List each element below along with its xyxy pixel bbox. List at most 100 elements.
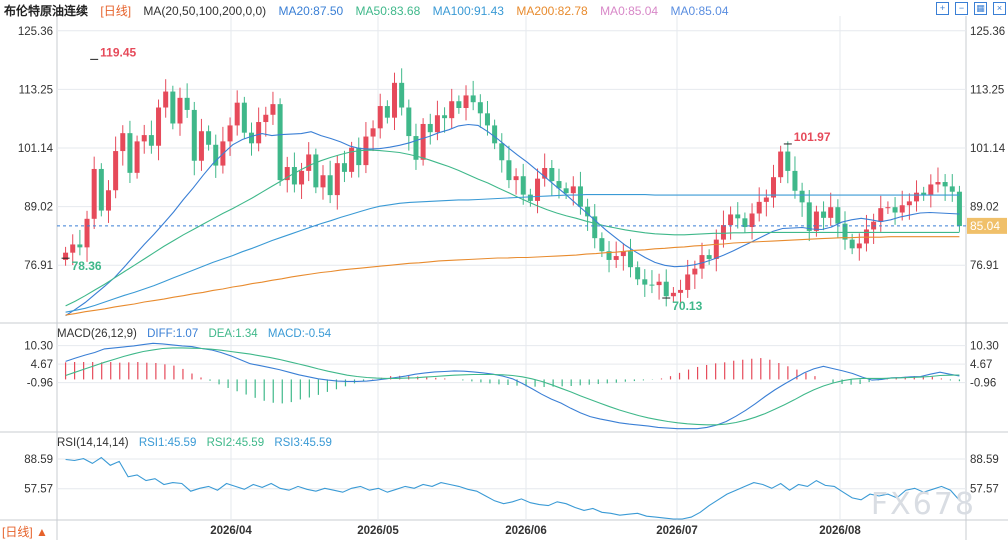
candle-body: [349, 147, 355, 172]
macd-ytick-right: -0.96: [970, 378, 996, 390]
chart-header: 布伦特原油连续 [日线] MA(20,50,100,200,0,0) MA20:…: [4, 2, 738, 19]
candle-body: [134, 141, 140, 173]
candle-body: [91, 168, 97, 219]
candle-body: [456, 101, 462, 108]
candle-body: [413, 136, 419, 160]
macd-ytick-left: 4.67: [31, 359, 53, 371]
candle-body: [284, 167, 290, 181]
candle-body: [370, 128, 376, 137]
candle-body: [170, 91, 176, 124]
candle-body: [792, 170, 798, 191]
period-footer[interactable]: [日线] ▲: [2, 525, 48, 539]
candle-body: [256, 122, 262, 144]
expand-icon[interactable]: +: [936, 2, 949, 15]
extreme-label: 78.36: [72, 259, 102, 273]
candle-body: [549, 168, 555, 182]
candle-body: [406, 107, 412, 137]
candle-body: [241, 102, 247, 133]
candle-body: [277, 104, 283, 181]
candle-body: [463, 95, 469, 108]
candle-body: [184, 97, 190, 110]
candle-body: [899, 205, 905, 213]
candle-body: [635, 267, 641, 280]
candle-body: [399, 82, 405, 108]
candle-body: [842, 223, 848, 240]
candle-body: [527, 194, 533, 201]
candle-body: [98, 168, 104, 211]
candle-body: [570, 186, 576, 194]
rsi2-value: RSI2:45.59: [206, 437, 265, 449]
xtick-label: 2026/05: [357, 525, 399, 537]
minimize-icon[interactable]: −: [955, 2, 968, 15]
candle-body: [720, 225, 726, 240]
candle-body: [914, 192, 920, 202]
macd-label[interactable]: MACD(26,12,9): [57, 328, 137, 340]
candle-body: [928, 184, 934, 196]
candle-body: [563, 188, 569, 194]
candle-body: [513, 176, 519, 181]
ma-params[interactable]: MA(20,50,100,200,0,0): [143, 4, 267, 18]
candle-body: [442, 115, 448, 119]
candle-body: [113, 151, 119, 191]
candle-body: [627, 251, 633, 268]
macd-ytick-left: -0.96: [27, 378, 53, 390]
candle-body: [477, 102, 483, 114]
price-ytick-right: 101.14: [970, 143, 1006, 155]
price-ytick-left: 89.02: [24, 202, 53, 214]
candle-body: [499, 143, 505, 161]
price-ytick-right: 113.25: [970, 84, 1004, 96]
period-selector[interactable]: [日线]: [100, 4, 132, 18]
ma50-value: MA50:83.68: [355, 4, 421, 18]
candle-body: [749, 213, 755, 228]
candle-body: [84, 218, 90, 248]
candle-body: [492, 125, 498, 144]
candle-body: [427, 123, 433, 133]
instrument-title: 布伦特原油连续: [4, 4, 89, 18]
candle-body: [120, 133, 126, 152]
candle-body: [334, 163, 340, 196]
candle-body: [392, 82, 398, 118]
price-ytick-left: 113.25: [19, 84, 53, 96]
macd-ytick-right: 4.67: [970, 359, 992, 371]
period-footer-label: [日线]: [2, 525, 33, 539]
candle-body: [656, 281, 662, 286]
price-ytick-left: 101.14: [18, 143, 54, 155]
rsi-label[interactable]: RSI(14,14,14): [57, 437, 129, 449]
price-ytick-left: 76.91: [24, 260, 53, 272]
candle-body: [248, 132, 254, 144]
candle-body: [878, 208, 884, 222]
candle-body: [263, 114, 269, 123]
candle-body: [863, 229, 869, 244]
candle-body: [663, 281, 669, 297]
price-ytick-left: 125.36: [18, 26, 53, 38]
candle-body: [127, 133, 133, 173]
ma50-line: [65, 149, 960, 307]
candle-body: [892, 207, 898, 213]
candle-body: [735, 214, 741, 219]
candle-body: [449, 101, 455, 119]
rsi3-value: RSI3:45.59: [274, 437, 332, 449]
ma100-line: [65, 194, 960, 313]
candle-body: [856, 243, 862, 249]
price-ytick-right: 89.02: [970, 202, 999, 214]
candle-body: [771, 177, 777, 198]
macd-ytick-left: 10.30: [24, 341, 53, 353]
ma0-value-a: MA0:85.04: [600, 4, 659, 18]
candle-body: [685, 274, 691, 290]
rsi-ytick-left: 88.59: [24, 454, 53, 466]
candle-body: [678, 289, 684, 293]
ma20-value: MA20:87.50: [278, 4, 344, 18]
candle-body: [141, 135, 147, 142]
ma0-value-b: MA0:85.04: [670, 4, 729, 18]
candle-body: [105, 190, 111, 211]
close-icon[interactable]: ×: [993, 2, 1006, 15]
candle-body: [177, 97, 183, 124]
candle-body: [935, 182, 941, 185]
last-price-label: 85.04: [970, 219, 1000, 233]
grid-icon[interactable]: ▦: [974, 2, 987, 15]
macd-hist: MACD:-0.54: [267, 328, 332, 340]
candle-body: [191, 109, 197, 161]
candle-body: [806, 202, 812, 231]
extreme-label: 101.97: [794, 130, 831, 144]
candle-body: [606, 251, 612, 260]
